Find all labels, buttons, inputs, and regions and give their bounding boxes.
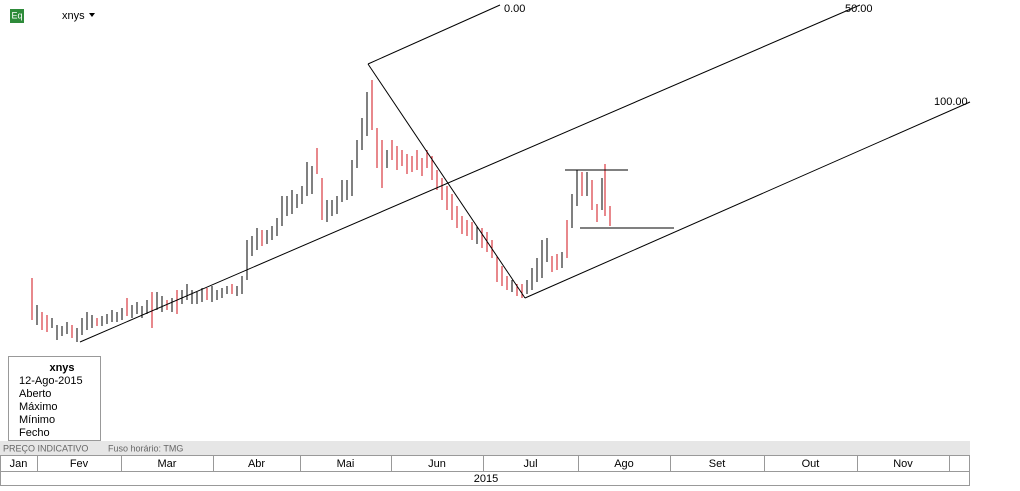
month-label: Set [709, 458, 726, 470]
month-label: Jan [10, 458, 28, 470]
info-title: xnys [49, 362, 74, 374]
month-label: Mai [337, 458, 355, 470]
info-box [8, 356, 101, 441]
info-row: Aberto [19, 388, 51, 400]
status-bar [0, 441, 970, 455]
symbol-selector[interactable]: xnys [62, 10, 85, 22]
month-label: Abr [248, 458, 265, 470]
price-bars-red [31, 80, 611, 338]
month-label: Out [802, 458, 820, 470]
info-date: 12-Ago-2015 [19, 375, 83, 387]
info-row: Fecho [19, 427, 50, 439]
month-label: Ago [614, 458, 634, 470]
dropdown-arrow[interactable] [89, 13, 95, 17]
info-row: Máximo [19, 401, 58, 413]
month-label: Jul [523, 458, 537, 470]
month-label: Nov [893, 458, 913, 470]
month-label: Mar [158, 458, 177, 470]
year-label: 2015 [474, 473, 498, 485]
month-label: Fev [70, 458, 89, 470]
icon-label: Eq [11, 10, 22, 20]
month-ticks: Jan Fev Mar Abr Mai Jun Jul Ago Set Out Nov [10, 455, 950, 471]
pitchfork-drawing[interactable] [79, 4, 971, 343]
info-row: Mínimo [19, 414, 55, 426]
fib-label: 0.00 [504, 3, 525, 15]
fib-label: 100.00 [934, 96, 968, 108]
fib-label: 50.00 [845, 3, 873, 15]
symbol-icon[interactable] [10, 9, 24, 23]
status-text: PREÇO INDICATIVO [3, 443, 88, 453]
month-label: Jun [428, 458, 446, 470]
price-bars-black [36, 92, 603, 342]
time-axis [0, 455, 970, 486]
status-text: Fuso horário: TMG [108, 443, 183, 453]
